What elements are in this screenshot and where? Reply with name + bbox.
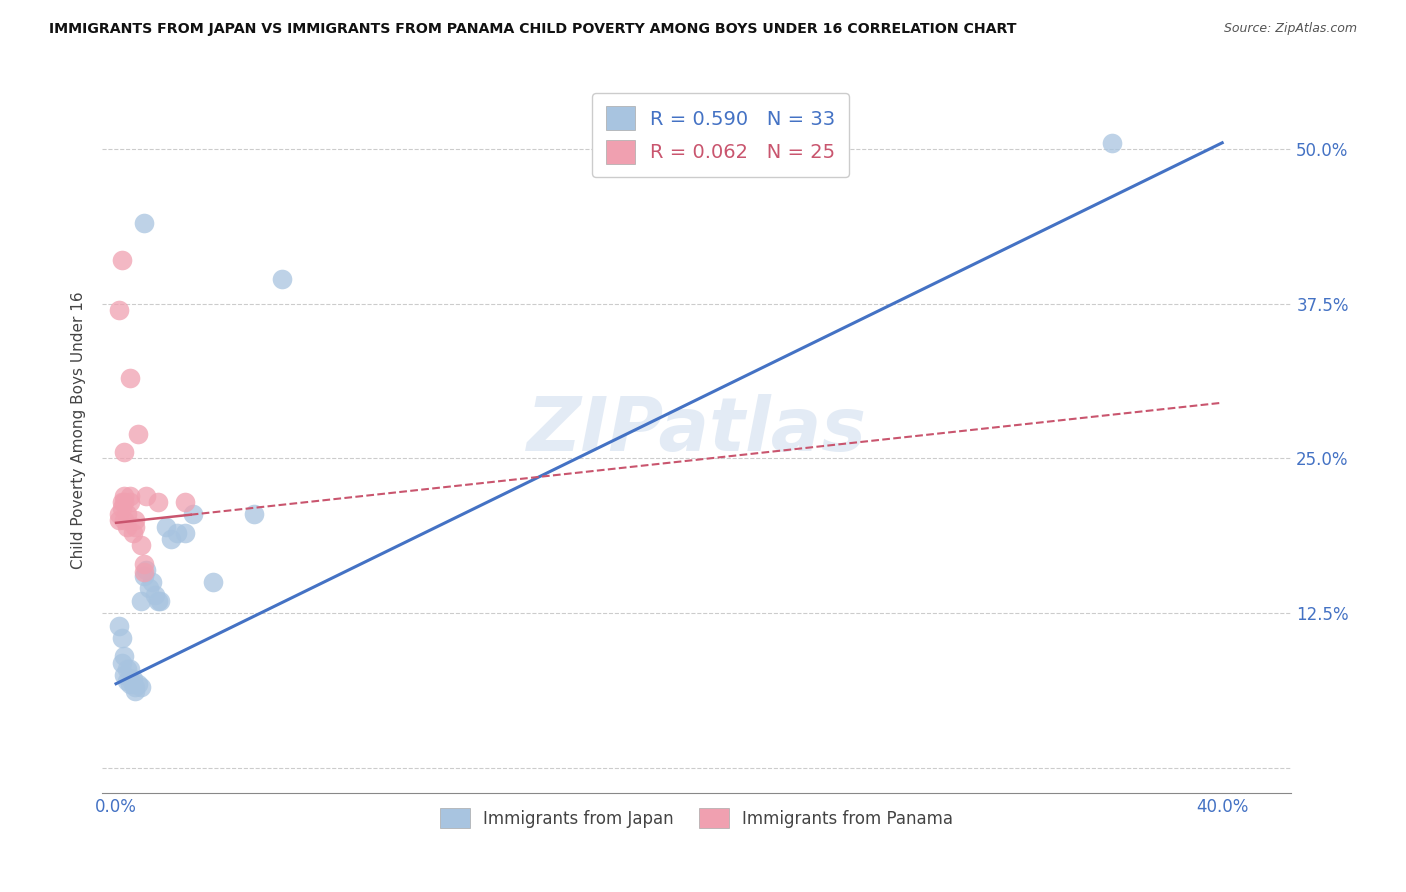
Point — [149, 594, 172, 608]
Point — [112, 513, 135, 527]
Point — [107, 507, 129, 521]
Point — [201, 575, 224, 590]
Point — [110, 500, 132, 515]
Point — [135, 489, 157, 503]
Point — [110, 495, 132, 509]
Text: IMMIGRANTS FROM JAPAN VS IMMIGRANTS FROM PANAMA CHILD POVERTY AMONG BOYS UNDER 1: IMMIGRANTS FROM JAPAN VS IMMIGRANTS FROM… — [49, 22, 1017, 37]
Point — [127, 677, 149, 691]
Point — [112, 495, 135, 509]
Point — [118, 489, 141, 503]
Point — [121, 677, 143, 691]
Point — [118, 677, 141, 691]
Point — [118, 371, 141, 385]
Point — [141, 575, 163, 590]
Point — [174, 495, 197, 509]
Point — [115, 507, 138, 521]
Point — [132, 569, 155, 583]
Point — [107, 302, 129, 317]
Point — [129, 594, 152, 608]
Point — [160, 532, 183, 546]
Point — [124, 519, 146, 533]
Point — [155, 519, 177, 533]
Point — [132, 557, 155, 571]
Point — [118, 662, 141, 676]
Point — [110, 656, 132, 670]
Point — [166, 525, 188, 540]
Point — [174, 525, 197, 540]
Point — [124, 681, 146, 695]
Point — [115, 519, 138, 533]
Point — [124, 513, 146, 527]
Text: ZIPatlas: ZIPatlas — [527, 394, 866, 467]
Point — [112, 445, 135, 459]
Point — [146, 495, 169, 509]
Point — [135, 563, 157, 577]
Point — [112, 489, 135, 503]
Point — [107, 618, 129, 632]
Point — [107, 513, 129, 527]
Point — [110, 253, 132, 268]
Point — [115, 674, 138, 689]
Point — [115, 662, 138, 676]
Point — [183, 507, 205, 521]
Point — [112, 649, 135, 664]
Point — [1101, 136, 1123, 150]
Y-axis label: Child Poverty Among Boys Under 16: Child Poverty Among Boys Under 16 — [72, 292, 86, 569]
Point — [138, 582, 160, 596]
Point — [127, 426, 149, 441]
Point — [110, 631, 132, 645]
Point — [121, 672, 143, 686]
Point — [118, 495, 141, 509]
Point — [129, 538, 152, 552]
Point — [124, 684, 146, 698]
Point — [132, 566, 155, 580]
Legend: Immigrants from Japan, Immigrants from Panama: Immigrants from Japan, Immigrants from P… — [433, 801, 960, 835]
Point — [132, 216, 155, 230]
Point — [143, 588, 166, 602]
Point — [121, 525, 143, 540]
Point — [271, 272, 294, 286]
Point — [146, 594, 169, 608]
Point — [243, 507, 266, 521]
Point — [112, 668, 135, 682]
Text: Source: ZipAtlas.com: Source: ZipAtlas.com — [1223, 22, 1357, 36]
Point — [129, 681, 152, 695]
